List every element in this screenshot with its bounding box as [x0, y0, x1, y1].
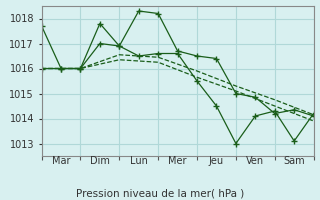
Text: Pression niveau de la mer( hPa ): Pression niveau de la mer( hPa ): [76, 188, 244, 198]
Text: Mer: Mer: [168, 156, 187, 166]
Text: Lun: Lun: [130, 156, 148, 166]
Text: Dim: Dim: [90, 156, 110, 166]
Text: Mar: Mar: [52, 156, 70, 166]
Text: Ven: Ven: [246, 156, 264, 166]
Text: Sam: Sam: [283, 156, 305, 166]
Text: Jeu: Jeu: [209, 156, 224, 166]
